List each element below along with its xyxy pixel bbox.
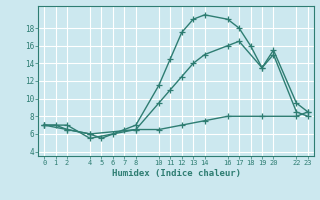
X-axis label: Humidex (Indice chaleur): Humidex (Indice chaleur) bbox=[111, 169, 241, 178]
